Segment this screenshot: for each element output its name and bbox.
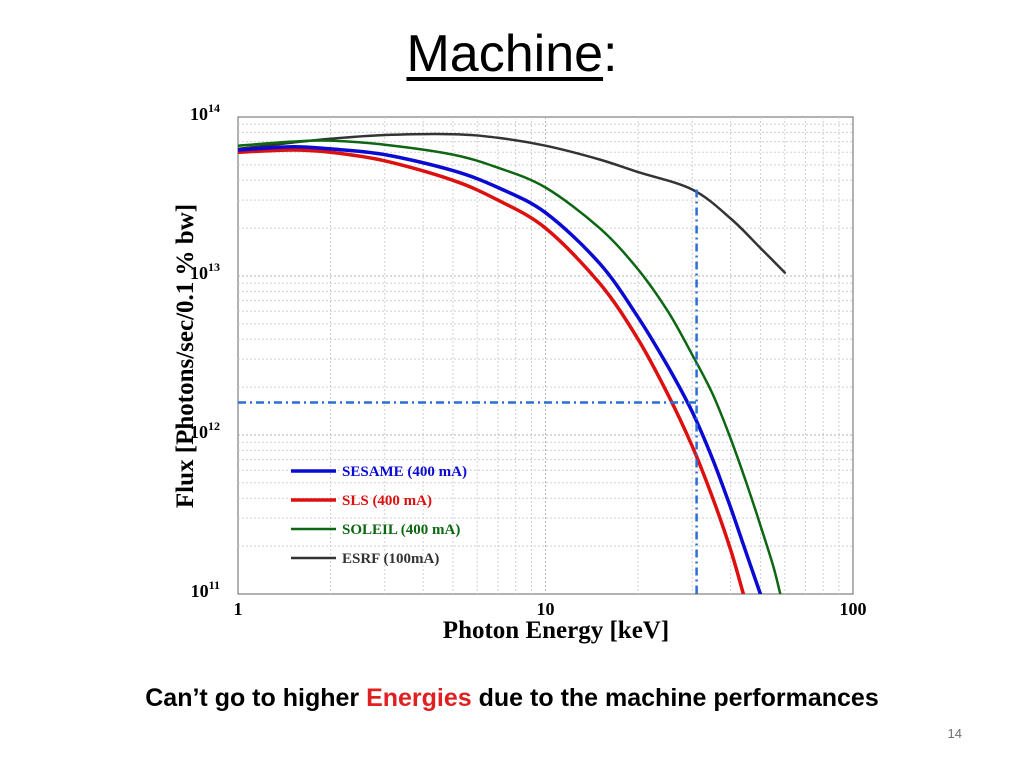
y-tick-base: 10 bbox=[190, 263, 208, 283]
y-tick-exponent: 13 bbox=[208, 260, 220, 274]
caption: Can’t go to higher Energies due to the m… bbox=[0, 684, 1024, 713]
legend-label: SESAME (400 mA) bbox=[342, 464, 467, 480]
caption-highlight: Energies bbox=[366, 684, 472, 712]
y-tick-label: 1013 bbox=[190, 260, 220, 283]
series-line-soleil bbox=[238, 139, 782, 594]
y-tick-base: 10 bbox=[190, 104, 208, 124]
y-tick-label: 1011 bbox=[191, 578, 220, 601]
caption-text-before: Can’t go to higher bbox=[145, 684, 367, 712]
x-tick-label: 1 bbox=[234, 599, 243, 619]
slide-number: 14 bbox=[947, 726, 962, 741]
legend-label: SLS (400 mA) bbox=[342, 493, 432, 509]
x-tick-label: 100 bbox=[840, 599, 867, 619]
y-tick-base: 10 bbox=[191, 581, 209, 601]
y-tick-base: 10 bbox=[190, 422, 208, 442]
series-line-sesame bbox=[238, 144, 763, 594]
y-tick-exponent: 12 bbox=[208, 419, 220, 433]
series-line-sls bbox=[238, 148, 746, 594]
slide-title-word: Machine bbox=[406, 25, 604, 83]
series-line-esrf bbox=[238, 132, 787, 274]
caption-text-after: due to the machine performances bbox=[471, 684, 879, 712]
x-tick-labels: 1 10 100 bbox=[234, 599, 867, 619]
slide-title-colon: : bbox=[603, 25, 618, 83]
legend: SESAME (400 mA) SLS (400 mA) SOLEIL (400 m… bbox=[291, 464, 467, 567]
y-tick-label: 1012 bbox=[190, 419, 220, 442]
slide-title: Machine: bbox=[0, 28, 1024, 80]
grid bbox=[238, 117, 853, 594]
legend-label: ESRF (100mA) bbox=[342, 551, 439, 567]
x-axis-label: Photon Energy [keV] bbox=[443, 617, 669, 644]
y-tick-label: 1014 bbox=[190, 101, 220, 124]
legend-label: SOLEIL (400 mA) bbox=[342, 522, 460, 538]
x-tick-label: 10 bbox=[537, 599, 555, 619]
y-tick-exponent: 14 bbox=[208, 101, 220, 115]
y-tick-exponent: 11 bbox=[209, 578, 220, 592]
y-axis-label: Flux [Photons/sec/0.1 % bw] bbox=[172, 204, 199, 508]
series-lines bbox=[238, 132, 787, 594]
guide-lines bbox=[238, 189, 698, 594]
